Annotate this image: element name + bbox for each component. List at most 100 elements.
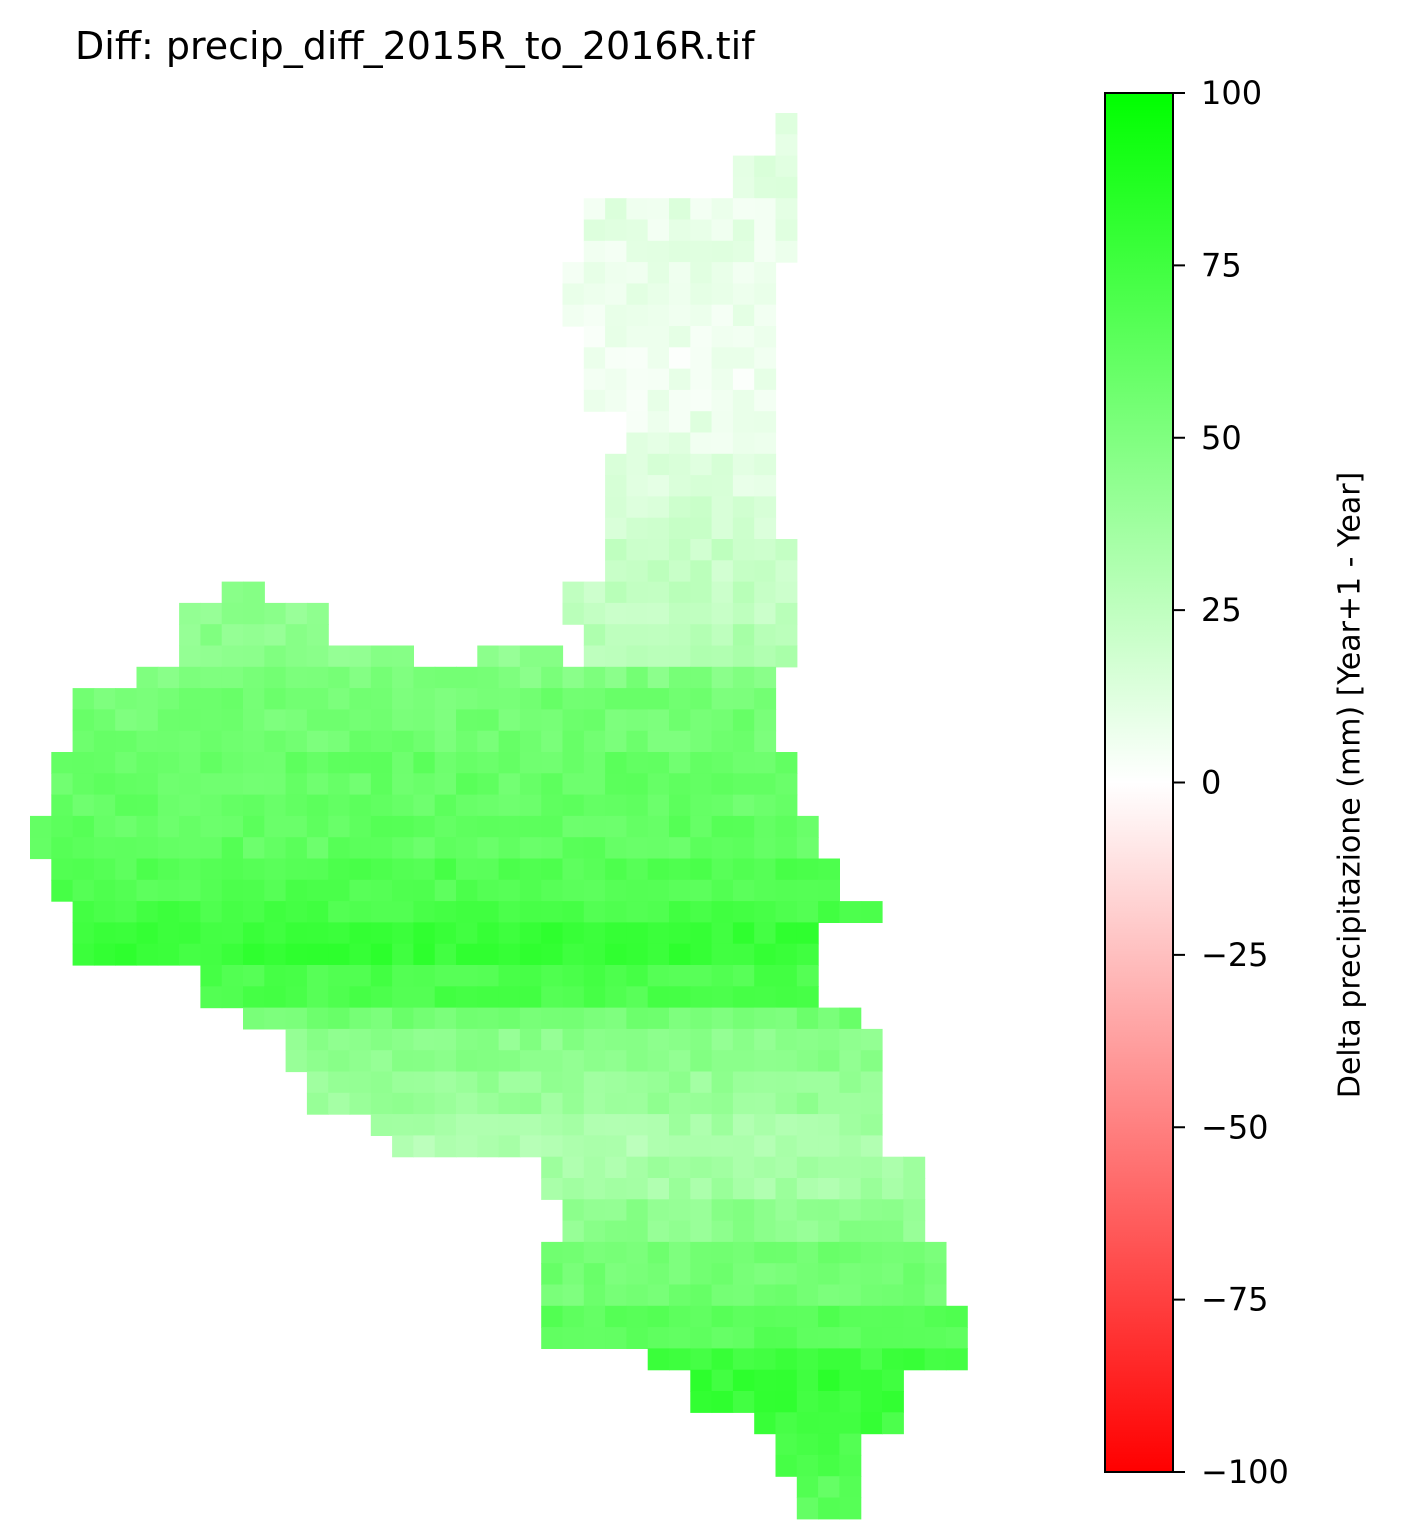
heatmap-cell (51, 815, 74, 838)
heatmap-cell (690, 794, 713, 817)
heatmap-cell (754, 368, 777, 391)
heatmap-cell (754, 304, 777, 327)
heatmap-cell (775, 198, 798, 221)
heatmap-cell (370, 1092, 393, 1115)
heatmap-cell (179, 773, 201, 796)
heatmap-cell (669, 1348, 691, 1371)
heatmap-cell (562, 283, 585, 306)
heatmap-cell (669, 1135, 691, 1158)
heatmap-cell (583, 1199, 606, 1222)
colorbar-label: Delta precipitazione (mm) [Year+1 - Year… (1332, 471, 1368, 1099)
heatmap-cell (583, 1263, 606, 1286)
heatmap-cell (72, 688, 95, 710)
heatmap-cell (860, 1156, 883, 1179)
heatmap-cell (243, 688, 265, 710)
heatmap-cell (690, 922, 713, 945)
heatmap-cell (328, 709, 351, 732)
heatmap-cell (583, 1050, 606, 1073)
heatmap-cell (306, 688, 329, 710)
heatmap-cell (392, 666, 414, 689)
heatmap-cell (647, 1156, 670, 1179)
heatmap-cell (839, 1305, 862, 1328)
heatmap-cell (157, 901, 180, 923)
heatmap-cell (626, 496, 649, 519)
heatmap-cell (583, 965, 606, 987)
heatmap-cell (647, 624, 670, 647)
heatmap-cell (626, 1071, 649, 1094)
heatmap-cell (647, 1071, 670, 1094)
heatmap-cell (690, 219, 713, 242)
heatmap-cell (519, 1007, 542, 1030)
heatmap-cell (434, 730, 457, 753)
heatmap-cell (115, 837, 138, 860)
heatmap-cell (711, 262, 734, 284)
heatmap-cell (775, 1007, 798, 1030)
heatmap-cell (775, 773, 798, 796)
heatmap-cell (179, 794, 201, 817)
heatmap-cell (626, 1050, 649, 1073)
heatmap-cell (839, 1348, 862, 1371)
heatmap-cell (647, 986, 670, 1009)
heatmap-cell (541, 752, 564, 774)
heatmap-cell (732, 389, 755, 412)
heatmap-cell (221, 965, 244, 987)
heatmap-cell (498, 965, 521, 987)
heatmap-cell (775, 1114, 798, 1136)
heatmap-cell (775, 1305, 798, 1328)
heatmap-cell (605, 879, 627, 902)
heatmap-cell (647, 389, 670, 412)
heatmap-cell (519, 709, 542, 732)
heatmap-cell (413, 1050, 436, 1073)
heatmap-cell (669, 1092, 691, 1115)
heatmap-cell (754, 389, 777, 412)
heatmap-cell (285, 815, 308, 838)
heatmap-cell (456, 1071, 478, 1094)
heatmap-cell (669, 1241, 691, 1264)
heatmap-cell (626, 645, 649, 668)
heatmap-cell (626, 1327, 649, 1349)
heatmap-cell (583, 752, 606, 774)
heatmap-cell (605, 198, 627, 221)
heatmap-cell (796, 922, 819, 945)
heatmap-cell (711, 539, 734, 561)
heatmap-cell (690, 709, 713, 732)
heatmap-cell (796, 901, 819, 923)
heatmap-cell (732, 815, 755, 838)
heatmap-cell (498, 1071, 521, 1094)
heatmap-cell (583, 1241, 606, 1264)
heatmap-cell (903, 1305, 926, 1328)
heatmap-cell (860, 901, 883, 923)
heatmap-cell (669, 1327, 691, 1349)
heatmap-cell (306, 837, 329, 860)
heatmap-cell (456, 837, 478, 860)
heatmap-cell (818, 1391, 840, 1413)
heatmap-cell (754, 326, 777, 348)
heatmap-cell (93, 773, 116, 796)
heatmap-cell (690, 496, 713, 519)
heatmap-cell (562, 879, 585, 902)
heatmap-cell (711, 1071, 734, 1094)
heatmap-cell (711, 1391, 734, 1413)
heatmap-cell (243, 773, 265, 796)
heatmap-cell (626, 1220, 649, 1243)
heatmap-cell (711, 1220, 734, 1243)
heatmap-cell (477, 815, 500, 838)
heatmap-cell (711, 1092, 734, 1115)
heatmap-cell (796, 1327, 819, 1349)
heatmap-cell (370, 1071, 393, 1094)
heatmap-cell (711, 283, 734, 306)
heatmap-cell (583, 347, 606, 370)
heatmap-cell (306, 666, 329, 689)
heatmap-cell (626, 1114, 649, 1136)
heatmap-cell (647, 1114, 670, 1136)
heatmap-cell (711, 581, 734, 604)
heatmap-cell (93, 943, 116, 966)
heatmap-cell (370, 794, 393, 817)
heatmap-cell (583, 709, 606, 732)
heatmap-cell (285, 602, 308, 625)
heatmap-cell (541, 773, 564, 796)
heatmap-cell (328, 1071, 351, 1094)
heatmap-cell (711, 389, 734, 412)
heatmap-cell (157, 922, 180, 945)
heatmap-cell (754, 602, 777, 625)
